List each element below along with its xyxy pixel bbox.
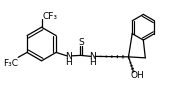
Text: N: N <box>89 52 96 61</box>
Text: F₃C: F₃C <box>3 59 18 68</box>
Text: H: H <box>66 58 72 67</box>
Text: N: N <box>66 52 72 61</box>
Text: OH: OH <box>130 71 144 80</box>
Text: H: H <box>89 58 96 67</box>
Text: S: S <box>78 38 84 47</box>
Text: CF₃: CF₃ <box>43 12 58 21</box>
